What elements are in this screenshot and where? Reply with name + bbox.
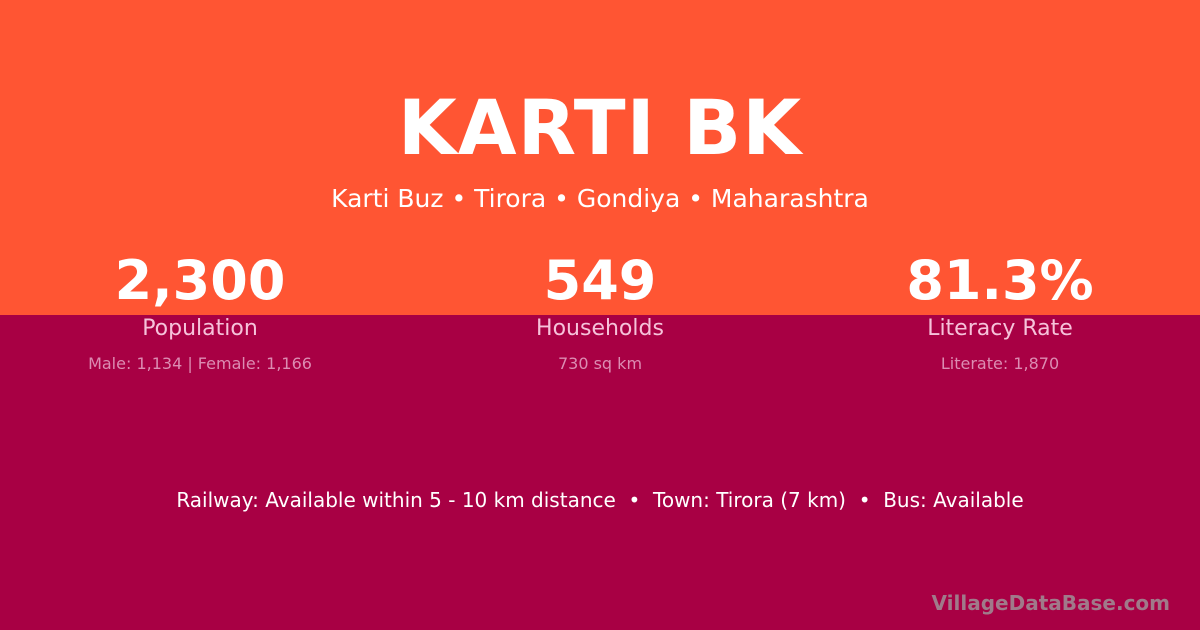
stat-value: 549 [543, 249, 657, 312]
stat-value: 2,300 [114, 249, 286, 312]
stat-label: Households [536, 316, 664, 341]
stat-label: Literacy Rate [927, 316, 1073, 341]
stat-detail: Male: 1,134 | Female: 1,166 [88, 354, 312, 373]
stat-label: Population [142, 316, 258, 341]
amenities-line: Railway: Available within 5 - 10 km dist… [176, 488, 1024, 512]
details-band [0, 315, 1200, 630]
stat-detail: Literate: 1,870 [940, 354, 1060, 373]
location-breadcrumb: Karti Buz • Tirora • Gondiya • Maharasht… [331, 184, 869, 213]
village-title: KARTI BK [397, 83, 803, 172]
stat-detail: 730 sq km [557, 354, 643, 373]
brand-watermark: VillageDataBase.com [931, 591, 1170, 615]
header-band [0, 0, 1200, 315]
stat-value: 81.3% [906, 249, 1094, 312]
